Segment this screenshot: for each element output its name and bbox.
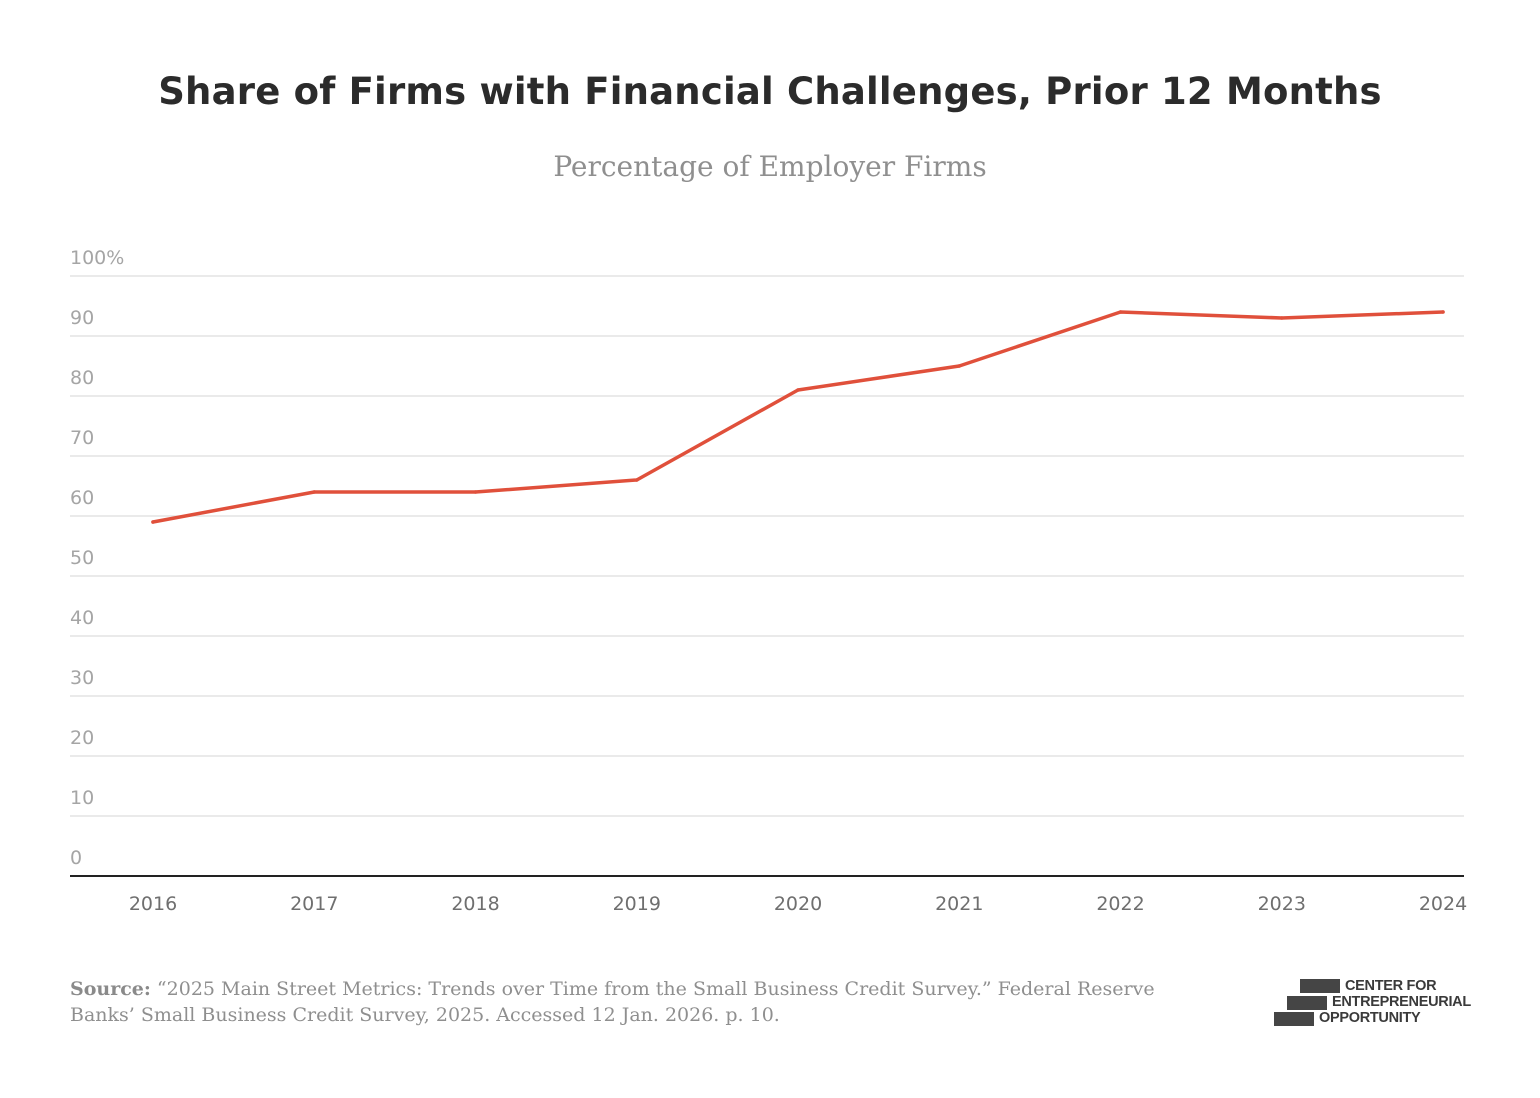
x-tick-label: 2024 xyxy=(1419,893,1467,915)
x-axis-ticks: 2016 2017 2018 2019 2020 2021 2022 2023 2024 xyxy=(129,893,1467,915)
x-tick-label: 2020 xyxy=(774,893,822,915)
data-point xyxy=(473,490,478,494)
data-point xyxy=(796,388,800,392)
chart-title: Share of Firms with Financial Challenges… xyxy=(158,70,1382,113)
data-point xyxy=(1280,316,1284,320)
data-point xyxy=(1441,310,1445,314)
x-tick-label: 2021 xyxy=(935,893,983,915)
y-tick-label: 70 xyxy=(70,427,94,449)
y-tick-label: 80 xyxy=(70,367,94,389)
x-tick-label: 2018 xyxy=(451,893,499,915)
data-point xyxy=(312,490,316,494)
x-tick-label: 2017 xyxy=(290,893,338,915)
x-tick-label: 2019 xyxy=(613,893,661,915)
y-tick-label: 60 xyxy=(70,487,94,509)
data-point xyxy=(635,478,639,482)
logo-text-line-3: OPPORTUNITY xyxy=(1319,1010,1421,1026)
y-tick-label: 20 xyxy=(70,727,94,749)
y-tick-label: 90 xyxy=(70,307,94,329)
line-chart: 0 10 20 30 40 50 60 70 80 90 100% 2016 2017 2018 2019… xyxy=(70,247,1467,915)
data-point xyxy=(957,364,961,368)
logo-text-line-2: ENTREPRENEURIAL xyxy=(1332,994,1471,1010)
source-label: Source: xyxy=(70,978,151,1000)
x-tick-label: 2023 xyxy=(1258,893,1306,915)
data-point xyxy=(1118,310,1123,314)
x-tick-label: 2016 xyxy=(129,893,177,915)
data-point xyxy=(151,520,155,524)
y-tick-label: 30 xyxy=(70,667,94,689)
logo-bar-middle xyxy=(1287,996,1327,1010)
y-tick-label: 100% xyxy=(70,247,124,269)
series-line xyxy=(151,310,1445,524)
chart-subtitle: Percentage of Employer Firms xyxy=(553,150,987,183)
logo-text-line-1: CENTER FOR xyxy=(1345,978,1437,994)
y-tick-label: 40 xyxy=(70,607,94,629)
series-group xyxy=(151,310,1445,524)
source-text: “2025 Main Street Metrics: Trends over T… xyxy=(70,978,1155,1026)
y-tick-label: 10 xyxy=(70,787,94,809)
logo-bar-bottom xyxy=(1274,1012,1314,1026)
source-note: Source: “2025 Main Street Metrics: Trend… xyxy=(70,976,1190,1028)
gridlines xyxy=(70,275,1464,817)
x-tick-label: 2022 xyxy=(1096,893,1144,915)
y-tick-label: 50 xyxy=(70,547,94,569)
y-tick-label: 0 xyxy=(70,847,82,869)
logo-bar-top xyxy=(1300,979,1340,993)
logo: CENTER FOR ENTREPRENEURIAL OPPORTUNITY xyxy=(1272,976,1482,1030)
y-axis-ticks: 0 10 20 30 40 50 60 70 80 90 100% xyxy=(70,247,124,869)
